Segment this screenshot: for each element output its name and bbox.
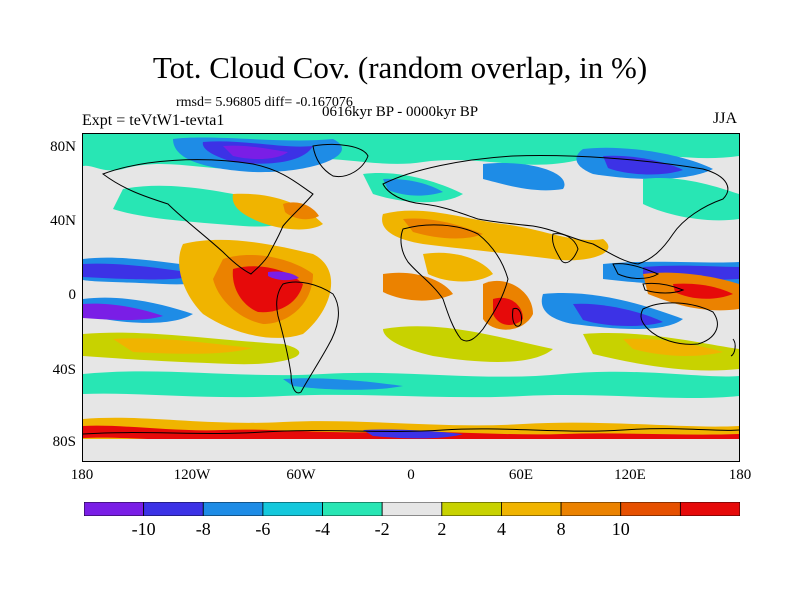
coastlines	[83, 143, 739, 435]
x-tick-label-120e: 120E	[614, 467, 646, 483]
colorbar-swatch-6	[441, 502, 502, 516]
colorbar-swatch-0	[84, 502, 145, 516]
colorbar-swatch-2	[202, 502, 264, 516]
x-tick-label-180e: 180	[728, 467, 752, 483]
x-tick-label-60e: 60E	[508, 467, 534, 483]
stats-text: rmsd= 5.96805 diff= -0.167076	[176, 95, 353, 110]
colorbar-swatch-9	[620, 502, 681, 516]
x-tick-label-60w: 60W	[286, 467, 316, 483]
colorbar-label: -4	[315, 519, 331, 539]
colorbar-swatch-7	[501, 502, 562, 516]
y-tick-label-80s: 80S	[52, 434, 76, 450]
colorbar-label: 2	[437, 519, 447, 539]
colorbar	[84, 502, 740, 516]
x-tick-label-0: 0	[407, 467, 415, 483]
x-tick-label-180w: 180	[70, 467, 94, 483]
plot-title: Tot. Cloud Cov. (random overlap, in %)	[152, 50, 648, 85]
cloud-cover-anomaly-map	[83, 134, 739, 461]
colorbar-label: 10	[611, 519, 630, 539]
anomaly-field	[83, 134, 739, 461]
season-label: JJA	[713, 110, 738, 127]
colorbar-label: 4	[496, 519, 506, 539]
colorbar-swatch-1	[143, 502, 204, 516]
colorbar-swatch-4	[322, 502, 383, 516]
colorbar-swatch-3	[262, 502, 323, 516]
y-tick-label-80n: 80N	[50, 139, 76, 155]
colorbar-label: -6	[255, 519, 271, 539]
colorbar-label: -2	[374, 519, 390, 539]
period-label: 0616kyr BP - 0000kyr BP	[322, 104, 479, 120]
colorbar-label: -10	[131, 519, 156, 539]
y-tick-label-40s: 40S	[52, 362, 76, 378]
experiment-label: Expt = teVtW1-tevta1	[82, 112, 225, 129]
map-panel	[82, 133, 740, 462]
y-tick-label-40n: 40N	[50, 213, 76, 229]
colorbar-swatch-10	[679, 502, 740, 516]
x-tick-label-120w: 120W	[173, 467, 211, 483]
colorbar-swatch-8	[560, 502, 622, 516]
colorbar-swatch-5	[381, 502, 443, 516]
colorbar-label: 8	[556, 519, 566, 539]
colorbar-label: -8	[195, 519, 211, 539]
y-tick-label-0: 0	[68, 287, 77, 303]
